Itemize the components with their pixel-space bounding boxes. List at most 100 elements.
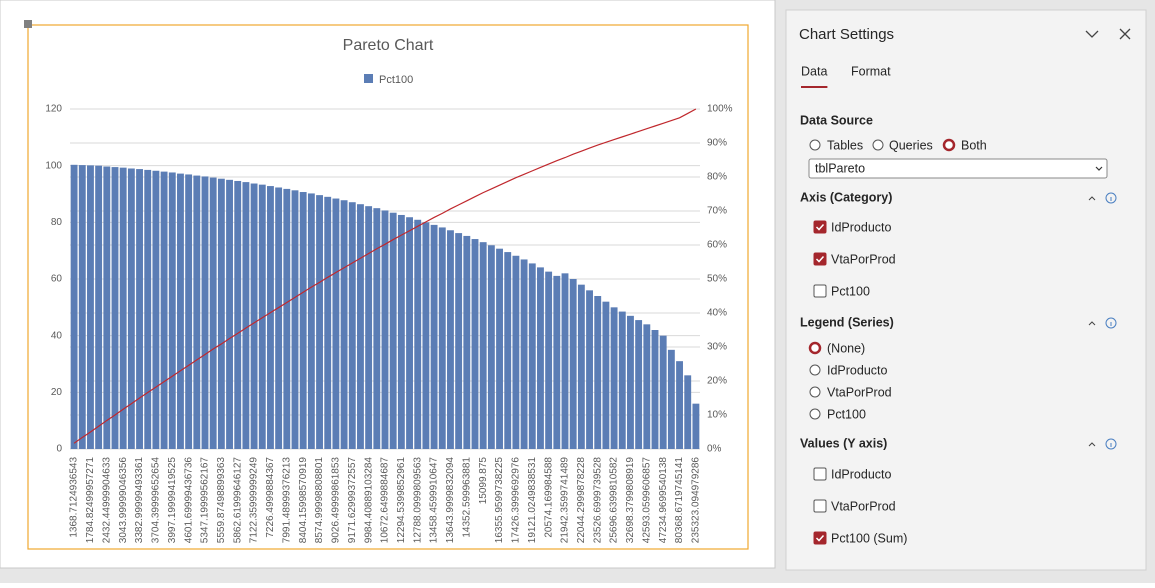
collapse-button[interactable] [1085,30,1099,38]
x-tick-label: 13458.4599910647 [429,457,440,544]
bar [103,166,111,449]
radio[interactable] [872,139,884,151]
bar [111,167,119,450]
radio[interactable] [809,364,821,376]
legend-option: IdProducto [827,363,888,377]
bar [332,198,340,449]
bar [643,324,651,449]
bar [602,301,610,449]
x-tick-label: 21942.3599741489 [560,457,571,544]
bar [95,165,103,449]
legend-option: (None) [827,341,865,355]
radio[interactable] [809,139,821,151]
checkmark [815,534,825,542]
collapse-caret[interactable] [1088,442,1096,447]
bar [152,170,160,449]
x-tick-label: 12788.0999809563 [412,457,423,544]
bar [512,255,520,449]
bar [185,174,193,449]
bar [389,212,397,449]
axis-field: Pct100 [831,284,870,298]
checkbox[interactable] [813,252,827,266]
info-icon[interactable] [1105,192,1117,204]
checkbox[interactable] [813,499,827,513]
table-select[interactable] [808,158,1108,179]
bar [684,375,692,449]
y2-tick-label: 50% [707,274,727,285]
x-tick-label: 22044.2999878228 [576,457,587,544]
x-tick-label: 42593.0599606857 [641,457,652,544]
x-tick-label: 13643.9999832094 [445,457,456,544]
collapse-caret[interactable] [1088,196,1096,201]
value-field: Pct100 (Sum) [831,531,907,545]
table-name: tblPareto [815,161,865,175]
tab[interactable]: Format [851,64,891,78]
y2-tick-label: 40% [707,308,727,319]
bar [78,165,86,449]
bar [479,242,487,449]
y-tick-label: 0 [56,444,62,455]
bar [504,252,512,449]
settings-panel [785,9,1147,571]
radio[interactable] [809,408,821,420]
bar [365,206,373,449]
value-field: IdProducto [831,467,892,481]
x-tick-label: 23526.6999739528 [592,457,603,544]
checkbox[interactable] [813,220,827,234]
chart-title: Pareto Chart [343,37,434,54]
checkbox[interactable] [813,531,827,545]
x-tick-label: 17426.3999692976 [511,457,522,544]
bar [201,176,209,449]
y2-tick-label: 70% [707,206,727,217]
close-button[interactable] [1119,28,1131,40]
bar [136,169,143,450]
y-tick-label: 80 [51,217,63,228]
bar [177,173,184,449]
bar [569,279,577,449]
bar [299,192,307,449]
bar [455,233,463,449]
tab[interactable]: Data [801,64,827,78]
info-icon[interactable] [1105,438,1117,450]
section-heading: Legend (Series) [800,315,894,329]
tab-underline [801,86,828,88]
y-tick-label: 120 [45,104,62,115]
y2-tick-label: 0% [707,444,722,455]
y-tick-label: 40 [51,330,63,341]
bar [463,235,471,449]
x-tick-label: 10672.6499884687 [380,457,391,544]
checkbox[interactable] [813,284,827,298]
bar [430,224,438,449]
legend-label: Pct100 [379,74,413,86]
bar [545,271,553,449]
section-heading: Values (Y axis) [800,436,887,450]
bar [577,284,585,449]
x-tick-label: 5862.61999646127 [232,457,243,544]
x-tick-label: 47234.9699540138 [658,457,669,544]
bar [692,403,700,449]
bar [635,320,643,449]
legend-option: VtaPorProd [827,385,892,399]
bar [87,165,94,449]
info-icon[interactable] [1105,317,1117,329]
panel-title: Chart Settings [799,26,894,43]
bar [397,214,405,449]
x-tick-label: 9026.49999861853 [331,457,342,544]
checkbox[interactable] [813,467,827,481]
x-tick-label: 12294.5399852961 [396,457,407,544]
radio[interactable] [809,386,821,398]
x-tick-label: 3043.99999046356 [118,457,129,544]
bar [357,204,364,449]
bar [307,193,315,449]
bar [275,187,283,449]
bar [667,349,675,449]
bar [487,245,495,449]
bar [414,219,422,449]
x-tick-label: 3997.19999419525 [167,457,178,544]
section-heading: Data Source [800,113,873,127]
bar [676,361,683,449]
bar [127,168,135,449]
collapse-caret[interactable] [1088,321,1096,326]
